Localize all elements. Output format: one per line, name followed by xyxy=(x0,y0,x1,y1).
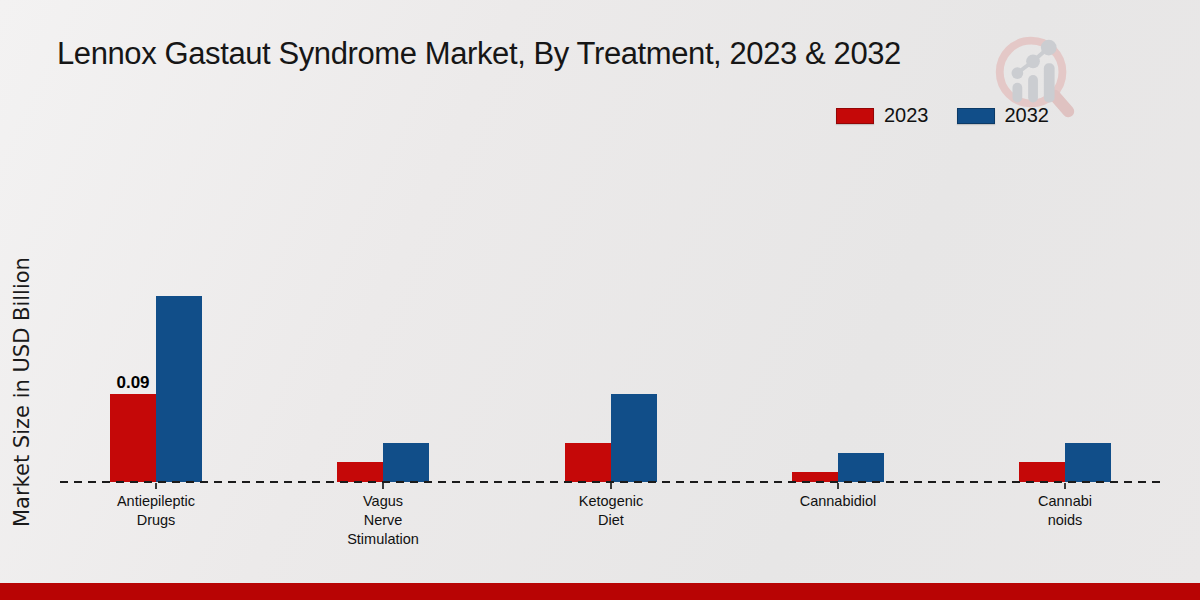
category-label-cannabinoids: Cannabi noids xyxy=(980,492,1150,530)
bar-2023-antiepileptic-drugs xyxy=(110,394,156,482)
x-axis-tick xyxy=(382,483,384,489)
bar-2023-ketogenic-diet xyxy=(565,443,611,482)
bar-2023-vagus-nerve-stimulation xyxy=(337,462,383,482)
category-label-vagus-nerve-stimulation: Vagus Nerve Stimulation xyxy=(298,492,468,549)
category-label-ketogenic-diet: Ketogenic Diet xyxy=(526,492,696,530)
category-label-cannabidiol: Cannabidiol xyxy=(753,492,923,511)
bar-2032-ketogenic-diet xyxy=(611,394,657,482)
bar-2032-cannabidiol xyxy=(838,453,884,482)
bar-2023-cannabinoids xyxy=(1019,462,1065,482)
x-axis-baseline xyxy=(60,481,1162,483)
footer-strip xyxy=(0,583,1200,600)
chart-canvas: Lennox Gastaut Syndrome Market, By Treat… xyxy=(0,0,1200,600)
bar-2032-cannabinoids xyxy=(1065,443,1111,482)
bar-value-label: 0.09 xyxy=(110,373,156,393)
plot-area: Antiepileptic Drugs Vagus Nerve Stimulati… xyxy=(0,0,1200,600)
category-label-antiepileptic-drugs: Antiepileptic Drugs xyxy=(71,492,241,530)
bar-2032-vagus-nerve-stimulation xyxy=(383,443,429,482)
x-axis-tick xyxy=(155,483,157,489)
x-axis-tick xyxy=(1064,483,1066,489)
bar-2032-antiepileptic-drugs xyxy=(156,296,202,482)
x-axis-tick xyxy=(837,483,839,489)
x-axis-tick xyxy=(610,483,612,489)
